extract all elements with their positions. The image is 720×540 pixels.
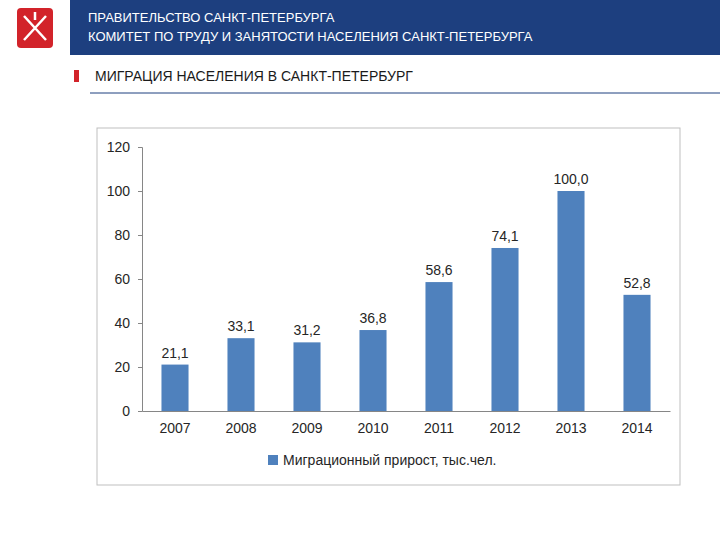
tick-label: 2013 [555,420,586,436]
bar [227,338,254,411]
tick: 2010 [357,420,388,436]
logo-shield [17,8,53,48]
x-axis: 2007 2008 2009 2010 2011 2012 2013 2014 [143,412,671,436]
tick: 2009 [291,420,322,436]
bar [491,248,518,411]
data-label: 58,6 [425,262,452,278]
bar [623,295,650,411]
chart-title: МИГРАЦИЯ НАСЕЛЕНИЯ В САНКТ-ПЕТЕРБУРГ [95,68,413,84]
tick-label: 2014 [621,420,652,436]
tick: 100 [107,183,142,199]
header-bar [70,0,720,55]
tick-mark [138,235,142,236]
tick-label: 2012 [489,420,520,436]
data-label: 36,8 [359,310,386,326]
y-axis: 0 20 40 60 80 100 120 [107,139,143,419]
bar [293,342,320,411]
tick-label: 40 [114,315,130,331]
title-underline [90,93,720,94]
data-labels: 21,1 33,1 31,2 36,8 58,6 74,1 100,0 52,8 [161,171,650,361]
tick-label: 80 [114,227,130,243]
data-label: 100,0 [553,171,588,187]
bar [359,330,386,411]
bars [161,191,650,411]
tick: 120 [107,139,142,155]
tick-label: 60 [114,271,130,287]
tick-label: 2010 [357,420,388,436]
tick: 2014 [621,420,652,436]
title-marker [74,70,79,82]
tick-label: 2011 [424,420,454,436]
tick: 80 [114,227,142,243]
tick-label: 20 [114,359,130,375]
header-department: КОМИТЕТ ПО ТРУДУ И ЗАНЯТОСТИ НАСЕЛЕНИЯ С… [88,29,533,44]
tick: 20 [114,359,142,375]
tick-label: 120 [107,139,131,155]
header-organization: ПРАВИТЕЛЬСТВО САНКТ-ПЕТЕРБУРГА [88,10,335,25]
tick-mark [138,367,142,368]
tick: 60 [114,271,142,287]
tick: 2013 [555,420,586,436]
tick-mark [138,191,142,192]
tick: 40 [114,315,142,331]
legend-swatch [268,455,278,465]
data-label: 74,1 [491,228,518,244]
data-label: 52,8 [623,275,650,291]
axis-line [143,411,671,412]
chart-frame [97,128,680,485]
tick: 0 [122,403,142,419]
logo-emblem [24,12,46,40]
bar [161,365,188,411]
data-label: 21,1 [161,345,188,361]
tick-mark [138,147,142,148]
data-label: 31,2 [293,322,320,338]
tick-label: 2009 [291,420,322,436]
tick: 2012 [489,420,520,436]
tick-mark [138,323,142,324]
tick-label: 2008 [225,420,256,436]
tick-label: 0 [122,403,130,419]
tick-label: 100 [107,183,131,199]
legend: Миграционный прирост, тыс.чел. [268,452,496,468]
bar [557,191,584,411]
tick-label: 2007 [159,420,190,436]
legend-label: Миграционный прирост, тыс.чел. [283,452,496,468]
bar [425,282,452,411]
tick: 2007 [159,420,190,436]
tick-mark [138,411,142,412]
data-label: 33,1 [227,318,254,334]
tick: 2008 [225,420,256,436]
axis-line [138,148,143,412]
tick-mark [138,279,142,280]
tick: 2011 [424,420,454,436]
logo [17,8,53,48]
page: ПРАВИТЕЛЬСТВО САНКТ-ПЕТЕРБУРГА КОМИТЕТ ПО… [0,0,720,540]
